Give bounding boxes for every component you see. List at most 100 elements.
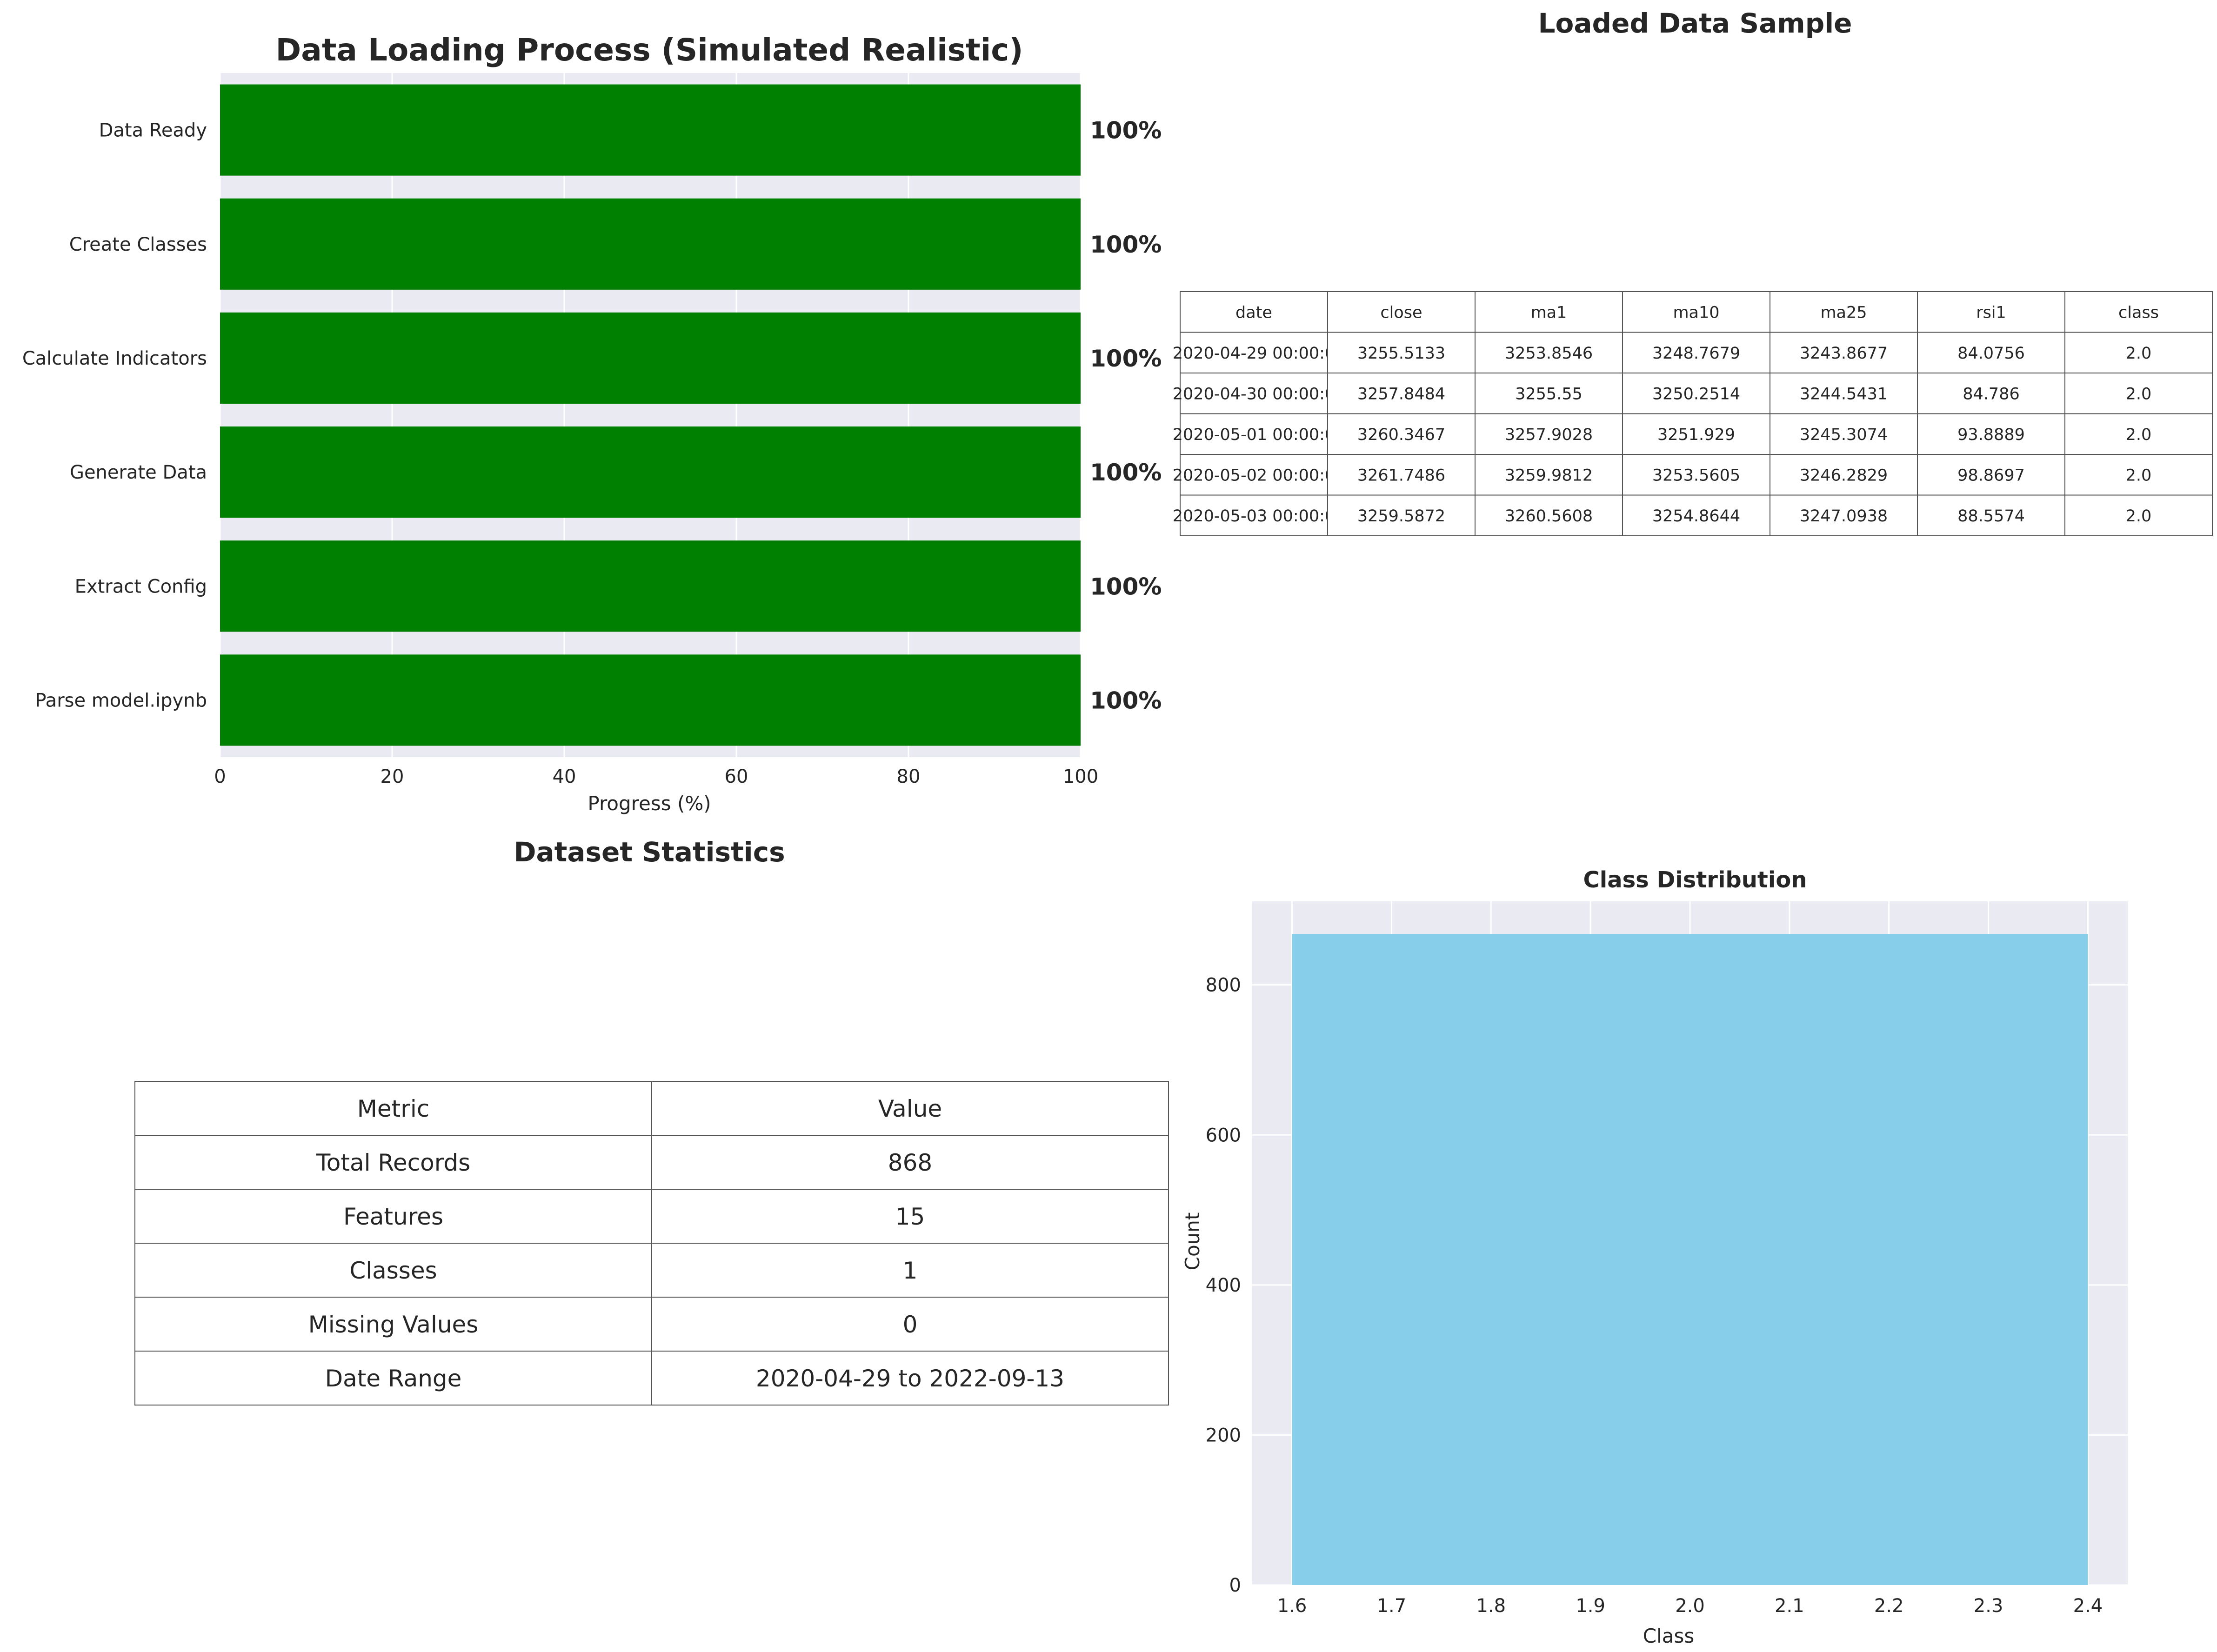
progress-value-labels: 100% 100% 100% 100% 100% 100% [1090,117,1162,714]
sample-cell-text: 2.0 [2126,466,2152,485]
progress-bar [220,426,1081,518]
progress-category-label: Calculate Indicators [22,348,207,369]
stats-header-cell [134,1081,652,1136]
sample-cell-text: 2020-05-01 00:00:0 [1173,426,1335,444]
sample-cell [1917,373,2065,414]
class-x-tick-label: 2.1 [1775,1595,1804,1617]
sample-cell-text: 2.0 [2126,426,2152,444]
sample-cell [1475,454,1623,496]
sample-cell [2064,454,2213,496]
class-chart-title: Class Distribution [1583,867,1807,893]
sample-cell [1327,494,1476,536]
progress-x-tick-label: 100 [1063,766,1098,787]
stats-header-text: Value [878,1095,942,1122]
sample-cell-text: 3243.8677 [1800,344,1888,363]
progress-category-label: Create Classes [69,234,207,255]
progress-value-label: 100% [1090,345,1162,372]
sample-header-text: ma10 [1673,303,1719,322]
class-x-tick-label: 2.3 [1974,1595,2003,1617]
class-bar [1292,934,2088,1585]
sample-cell-text: 2020-05-03 00:00:0 [1173,507,1335,526]
progress-gridlines [219,73,1082,757]
sample-cell-text: 3260.5608 [1505,507,1593,526]
stats-cell-text: Features [343,1203,443,1230]
sample-cell-text: 3259.5872 [1357,507,1445,526]
progress-x-tick-label: 20 [381,766,404,787]
class-y-tick-labels: 0 200 400 600 800 [1206,975,1241,1596]
sample-cell-text: 2.0 [2126,344,2152,363]
progress-x-tick-label: 80 [897,766,921,787]
stats-cell-text: Missing Values [308,1311,479,1338]
sample-header-cell [1770,291,1918,333]
progress-bar [220,312,1081,404]
sample-cell-text: 3259.9812 [1505,466,1593,485]
sample-cell-text: 98.8697 [1957,466,2025,485]
progress-x-tick-label: 60 [725,766,748,787]
sample-cell [1917,454,2065,496]
sample-cell-text: 2020-05-02 00:00:0 [1173,466,1335,485]
sample-cell [1327,454,1476,496]
stats-cell [134,1351,652,1406]
progress-bar [220,540,1081,632]
progress-bars [220,84,1081,746]
dataset-stats-table: Metric Value Total Records 868 Features 15 Cla… [134,1081,1169,1406]
progress-value-label: 100% [1090,573,1162,600]
progress-chart-panel: Parse model.ipynb Extract Config Generate … [22,32,1162,815]
sample-cell-text: 3261.7486 [1357,466,1445,485]
sample-cell [1475,494,1623,536]
stats-cell-text: 1 [903,1257,918,1284]
class-y-axis-label: Count [1181,1212,1204,1271]
class-x-tick-label: 1.9 [1576,1595,1605,1617]
class-x-tick-label: 2.0 [1675,1595,1705,1617]
data-sample-title: Loaded Data Sample [1538,7,1852,39]
sample-cell [2064,413,2213,455]
stats-cell-text: Date Range [325,1365,462,1392]
class-y-tick-label: 800 [1206,975,1241,996]
sample-header-text: ma25 [1820,303,1867,322]
sample-cell [1622,373,1770,414]
sample-cell [1475,413,1623,455]
sample-header-text: rsi1 [1976,303,2006,322]
stats-header-cell [651,1081,1169,1136]
progress-x-tick-labels: 0 20 40 60 80 100 [214,766,1098,787]
sample-cell-text: 3248.7679 [1652,344,1740,363]
sample-header-text: ma1 [1531,303,1567,322]
sample-cell-text: 2020-04-30 00:00:0 [1173,385,1335,403]
sample-cell [1622,494,1770,536]
progress-chart-title: Data Loading Process (Simulated Realisti… [276,32,1023,68]
class-x-axis-label: Class [1643,1625,1695,1647]
sample-cell [1180,454,1328,496]
sample-cell-text: 3260.3467 [1357,426,1445,444]
sample-cell [2064,494,2213,536]
sample-cell-text: 3254.8644 [1652,507,1740,526]
sample-cell-text: 2.0 [2126,507,2152,526]
sample-header-cell [2064,291,2213,333]
progress-category-labels: Parse model.ipynb Extract Config Generate … [22,120,207,712]
sample-cell-text: 3253.5605 [1652,466,1740,485]
dataset-stats-panel: Dataset Statistics Metric Value Total Reco… [134,836,1169,1406]
sample-cell-text: 3257.8484 [1357,385,1445,403]
progress-category-label: Parse model.ipynb [35,690,207,711]
class-x-tick-label: 1.7 [1377,1595,1407,1617]
sample-cell-text: 3255.5133 [1357,344,1445,363]
stats-cell [651,1243,1169,1298]
data-sample-table: date close ma1 ma10 ma25 rsi1 class 2020-04-29 … [1173,291,2213,536]
stats-cell-text: 2020-04-29 to 2022-09-13 [756,1365,1064,1392]
stats-cell-text: Total Records [316,1149,470,1176]
stats-cell-text: 15 [895,1203,925,1230]
dataset-stats-title: Dataset Statistics [514,836,785,868]
stats-cell [134,1135,652,1190]
sample-cell [1770,494,1918,536]
sample-cell-text: 88.5574 [1957,507,2025,526]
sample-cell-text: 3253.8546 [1505,344,1593,363]
class-y-tick-label: 400 [1206,1275,1241,1296]
sample-cell [2064,373,2213,414]
class-bars [1292,934,2088,1585]
class-y-tick-label: 600 [1206,1125,1241,1146]
sample-cell-text: 3251.929 [1657,426,1735,444]
sample-cell [1180,373,1328,414]
sample-cell-text: 2020-04-29 00:00:0 [1173,344,1335,363]
progress-category-label: Extract Config [75,576,207,597]
sample-cell [1475,373,1623,414]
